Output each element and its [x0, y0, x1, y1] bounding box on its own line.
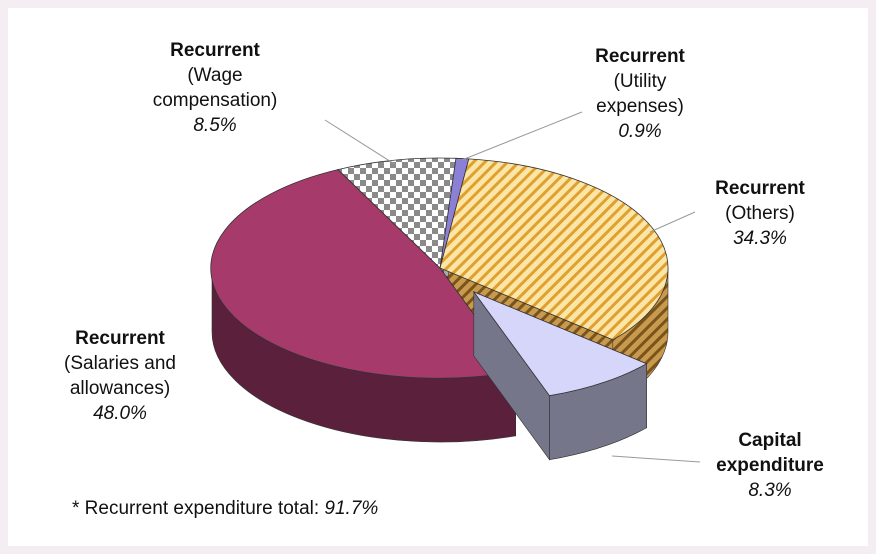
value-label: 0.9%	[618, 121, 662, 142]
leader-line	[461, 111, 583, 161]
label-heading: Recurrent	[595, 46, 685, 67]
value-label: 8.3%	[748, 480, 792, 501]
leader-line	[324, 119, 397, 166]
leader-line	[649, 211, 696, 233]
label-detail: (Others)	[725, 203, 795, 224]
value-label: 48.0%	[93, 403, 147, 424]
slice-label: Recurrent (Utility expenses) 0.9%	[545, 44, 735, 144]
footnote-text: * Recurrent expenditure total:	[72, 498, 320, 519]
slice-label: Recurrent (Others) 34.3%	[675, 176, 845, 251]
value-label: 8.5%	[193, 115, 237, 136]
slice	[337, 157, 457, 269]
footnote: * Recurrent expenditure total: 91.7%	[72, 498, 378, 520]
label-detail: (Utility expenses)	[596, 71, 684, 117]
leader-line	[611, 455, 701, 463]
slice	[472, 290, 648, 397]
label-detail: (Salaries and allowances)	[64, 353, 176, 399]
label-heading: Recurrent	[715, 178, 805, 199]
leader-lines	[324, 111, 701, 463]
slice-label: Recurrent (Salaries and allowances) 48.0…	[20, 326, 220, 426]
slice-label: Recurrent (Wage compensation) 8.5%	[115, 38, 315, 138]
value-label: 34.3%	[733, 228, 787, 249]
slice	[439, 158, 669, 341]
slice-label: Capital expenditure 8.3%	[690, 428, 850, 503]
label-detail: (Wage compensation)	[152, 65, 278, 111]
footnote-value: 91.7%	[324, 498, 379, 519]
slice	[210, 169, 517, 379]
label-heading: Recurrent	[170, 40, 260, 61]
label-heading: Recurrent	[75, 328, 165, 349]
label-heading: Capital expenditure	[716, 430, 824, 476]
